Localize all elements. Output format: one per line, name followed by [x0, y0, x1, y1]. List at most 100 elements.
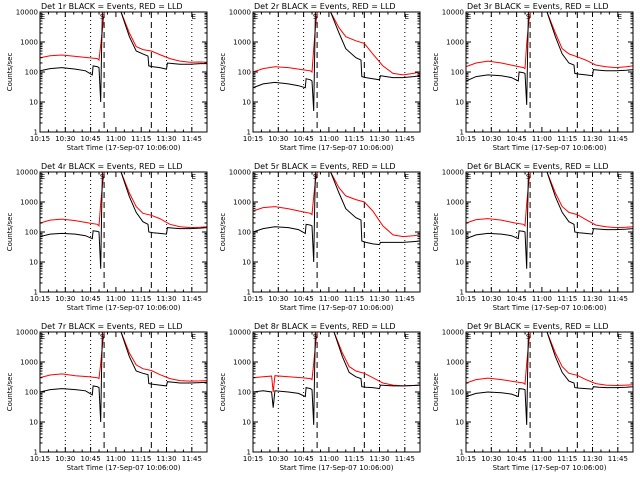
x-tick-label: 11:30	[369, 135, 389, 143]
x-axis-label: Start Time (17-Sep-07 10:06:00)	[493, 144, 607, 152]
chart-panel-9: Det 9r BLACK = Events, RED = LLD E S E 1 10 10…	[432, 322, 634, 472]
event-marker: E	[405, 333, 409, 341]
y-tick-label: 1000	[233, 39, 251, 47]
event-marker: S	[526, 13, 531, 21]
y-tick-label: 100	[451, 389, 464, 397]
y-tick-label: 100	[25, 69, 38, 77]
event-marker: E	[254, 173, 258, 181]
x-tick-label: 11:15	[344, 135, 364, 143]
event-marker: E	[405, 173, 409, 181]
y-tick-label: 10000	[442, 9, 464, 17]
y-tick-label: 100	[451, 229, 464, 237]
event-marker: S	[526, 173, 531, 181]
x-tick-label: 11:45	[182, 135, 202, 143]
y-tick-label: 1	[34, 449, 38, 457]
event-marker: E	[41, 13, 45, 21]
y-tick-label: 1000	[20, 199, 38, 207]
event-marker: E	[41, 333, 45, 341]
chart-panel-8: Det 8r BLACK = Events, RED = LLD E S E 1 10 10…	[219, 322, 421, 472]
x-tick-label: 10:30	[481, 455, 501, 463]
y-tick-label: 10000	[16, 9, 38, 17]
event-marker: E	[618, 333, 622, 341]
y-tick-label: 1	[34, 129, 38, 137]
x-axis-label: Start Time (17-Sep-07 10:06:00)	[493, 304, 607, 312]
chart-panel-2: Det 2r BLACK = Events, RED = LLD E S E 1 10 10…	[219, 2, 421, 152]
x-tick-label: 11:00	[319, 455, 339, 463]
x-tick-label: 10:30	[481, 135, 501, 143]
x-tick-label: 11:00	[106, 135, 126, 143]
x-tick-label: 11:30	[156, 455, 176, 463]
y-axis-label: Counts/sec	[432, 373, 440, 412]
chart-panel-4: Det 4r BLACK = Events, RED = LLD E S E 1 10 10…	[6, 162, 208, 312]
x-tick-label: 10:45	[507, 455, 527, 463]
x-tick-label: 11:00	[532, 135, 552, 143]
x-tick-label: 10:45	[81, 295, 101, 303]
y-tick-label: 100	[451, 69, 464, 77]
chart-title: Det 2r BLACK = Events, RED = LLD	[254, 2, 396, 11]
x-tick-label: 10:15	[30, 135, 50, 143]
x-tick-label: 11:00	[532, 295, 552, 303]
y-tick-label: 10	[455, 259, 464, 267]
x-tick-label: 11:00	[106, 455, 126, 463]
x-axis-label: Start Time (17-Sep-07 10:06:00)	[493, 464, 607, 472]
y-tick-label: 10000	[229, 9, 251, 17]
event-marker: S	[313, 173, 318, 181]
event-marker: E	[467, 333, 471, 341]
lld-series-line	[466, 332, 633, 387]
events-series-line	[466, 332, 633, 425]
y-tick-label: 1	[247, 289, 251, 297]
y-tick-label: 10000	[442, 329, 464, 337]
chart-title: Det 8r BLACK = Events, RED = LLD	[254, 322, 396, 331]
y-tick-label: 10000	[16, 329, 38, 337]
chart-title: Det 7r BLACK = Events, RED = LLD	[41, 322, 183, 331]
x-tick-label: 11:45	[395, 455, 415, 463]
x-tick-label: 10:45	[294, 455, 314, 463]
lld-series-line	[40, 12, 207, 63]
x-tick-label: 10:15	[243, 455, 263, 463]
x-tick-label: 11:45	[182, 455, 202, 463]
x-tick-label: 11:45	[608, 135, 628, 143]
y-tick-label: 1	[460, 129, 464, 137]
x-tick-label: 11:15	[557, 135, 577, 143]
x-tick-label: 10:15	[456, 135, 476, 143]
y-tick-label: 1	[460, 449, 464, 457]
x-tick-label: 10:45	[507, 295, 527, 303]
x-tick-label: 11:30	[582, 455, 602, 463]
event-marker: E	[254, 13, 258, 21]
y-axis-label: Counts/sec	[432, 213, 440, 252]
y-tick-label: 1	[460, 289, 464, 297]
x-tick-label: 11:30	[582, 295, 602, 303]
x-tick-label: 10:15	[456, 295, 476, 303]
chart-title: Det 5r BLACK = Events, RED = LLD	[254, 162, 396, 171]
y-axis-label: Counts/sec	[6, 53, 14, 92]
y-tick-label: 100	[25, 389, 38, 397]
y-tick-label: 1	[247, 129, 251, 137]
chart-title: Det 4r BLACK = Events, RED = LLD	[41, 162, 183, 171]
y-axis-label: Counts/sec	[6, 213, 14, 252]
x-tick-label: 10:15	[243, 295, 263, 303]
x-tick-label: 11:45	[395, 135, 415, 143]
x-axis-label: Start Time (17-Sep-07 10:06:00)	[280, 144, 394, 152]
chart-panel-6: Det 6r BLACK = Events, RED = LLD E S E 1 10 10…	[432, 162, 634, 312]
chart-panel-3: Det 3r BLACK = Events, RED = LLD E S E 1 10 10…	[432, 2, 634, 152]
events-series-line	[253, 332, 420, 425]
events-series-line	[466, 12, 633, 105]
lld-series-line	[466, 12, 633, 70]
y-axis-label: Counts/sec	[6, 373, 14, 412]
x-axis-label: Start Time (17-Sep-07 10:06:00)	[280, 464, 394, 472]
x-tick-label: 10:30	[481, 295, 501, 303]
y-tick-label: 10000	[229, 329, 251, 337]
event-marker: E	[192, 333, 196, 341]
chart-title: Det 9r BLACK = Events, RED = LLD	[467, 322, 609, 331]
x-tick-label: 11:15	[557, 295, 577, 303]
x-tick-label: 11:30	[156, 135, 176, 143]
events-series-line	[253, 12, 420, 112]
y-tick-label: 10000	[229, 169, 251, 177]
y-tick-label: 10	[242, 259, 251, 267]
y-tick-label: 10	[242, 99, 251, 107]
lld-series-line	[253, 12, 420, 76]
x-tick-label: 11:45	[395, 295, 415, 303]
y-tick-label: 1	[34, 289, 38, 297]
x-tick-label: 11:15	[131, 135, 151, 143]
